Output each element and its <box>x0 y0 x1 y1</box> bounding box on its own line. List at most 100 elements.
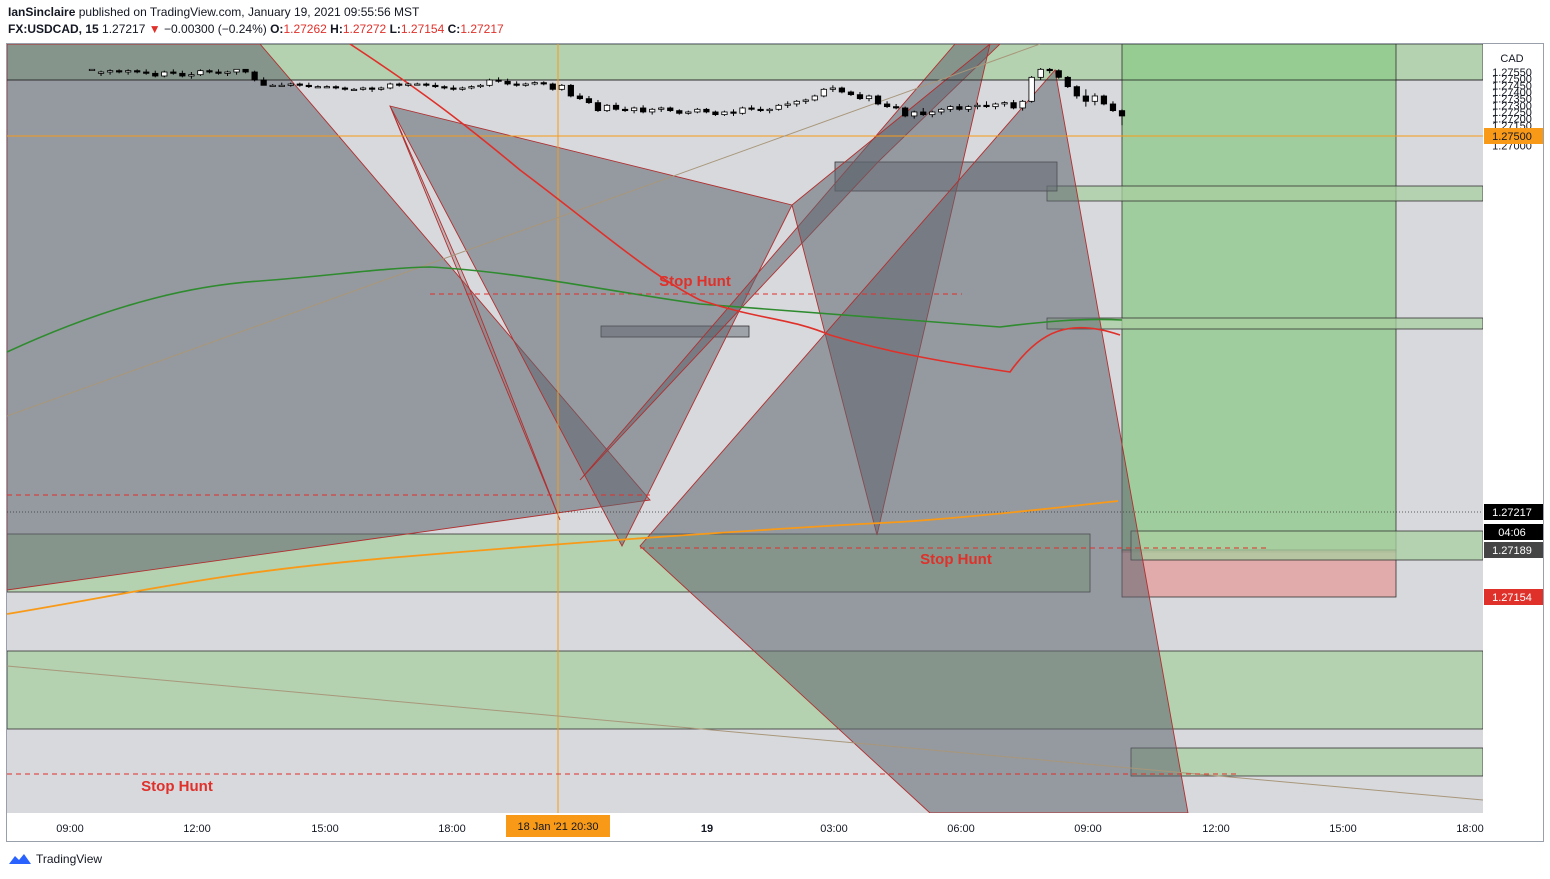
candle[interactable] <box>1091 93 1099 106</box>
candle[interactable] <box>929 110 936 118</box>
candle[interactable] <box>883 101 891 108</box>
candle[interactable] <box>1028 75 1035 103</box>
candle[interactable] <box>694 107 701 114</box>
candle[interactable] <box>115 69 123 74</box>
footer-brand[interactable]: TradingView <box>36 852 103 866</box>
candle[interactable] <box>414 82 421 86</box>
candle[interactable] <box>323 85 331 89</box>
candle[interactable] <box>170 69 177 75</box>
candle[interactable] <box>938 107 945 115</box>
candle[interactable] <box>215 69 222 75</box>
candle[interactable] <box>477 83 484 88</box>
candle[interactable] <box>341 86 349 91</box>
candle[interactable] <box>558 83 565 91</box>
candle[interactable] <box>1037 68 1044 80</box>
candle[interactable] <box>97 70 105 76</box>
candle[interactable] <box>450 85 457 91</box>
candle[interactable] <box>567 83 574 98</box>
candle[interactable] <box>368 86 376 92</box>
candle[interactable] <box>911 110 918 119</box>
candle[interactable] <box>305 82 312 88</box>
candle[interactable] <box>1100 94 1108 106</box>
candle[interactable] <box>1055 69 1062 79</box>
candle[interactable] <box>811 94 818 102</box>
candle[interactable] <box>359 86 367 91</box>
candle[interactable] <box>658 106 665 112</box>
candle[interactable] <box>468 85 475 90</box>
candle[interactable] <box>893 103 900 110</box>
candle[interactable] <box>1082 89 1089 107</box>
candle[interactable] <box>956 103 963 111</box>
candle[interactable] <box>974 102 981 110</box>
candle[interactable] <box>983 101 990 108</box>
candle[interactable] <box>251 70 258 82</box>
candle[interactable] <box>486 78 493 87</box>
candle[interactable] <box>106 69 114 75</box>
candle[interactable] <box>874 94 882 106</box>
candle[interactable] <box>766 107 773 114</box>
candle[interactable] <box>423 82 430 87</box>
candle[interactable] <box>549 82 556 91</box>
candle[interactable] <box>784 101 791 108</box>
candle[interactable] <box>441 85 448 90</box>
candle[interactable] <box>152 70 159 78</box>
candle[interactable] <box>730 109 737 116</box>
candle[interactable] <box>585 95 593 104</box>
candle[interactable] <box>847 90 855 96</box>
time-axis[interactable] <box>7 814 1483 841</box>
candle[interactable] <box>757 106 764 112</box>
candle[interactable] <box>540 81 547 86</box>
candle[interactable] <box>161 70 168 78</box>
candle[interactable] <box>992 102 999 110</box>
candle[interactable] <box>1118 109 1126 126</box>
candle[interactable] <box>206 69 213 74</box>
candle[interactable] <box>314 85 321 89</box>
candle[interactable] <box>739 106 746 115</box>
candle[interactable] <box>378 86 385 91</box>
candle[interactable] <box>1064 75 1071 88</box>
candle[interactable] <box>802 98 809 104</box>
candle[interactable] <box>685 110 692 115</box>
candle[interactable] <box>432 82 439 88</box>
candle[interactable] <box>1109 101 1117 112</box>
candle[interactable] <box>269 83 276 87</box>
candle[interactable] <box>495 77 502 83</box>
candle[interactable] <box>902 106 909 118</box>
candle[interactable] <box>621 106 629 112</box>
candle[interactable] <box>332 85 340 90</box>
tradingview-logo-icon[interactable] <box>8 852 32 866</box>
candle[interactable] <box>1073 85 1080 99</box>
candle[interactable] <box>920 107 927 116</box>
candle[interactable] <box>350 87 358 91</box>
candle[interactable] <box>612 102 620 111</box>
candle[interactable] <box>1019 99 1026 111</box>
candle[interactable] <box>630 106 638 114</box>
symbol-label[interactable]: FX:USDCAD, 15 <box>8 22 99 36</box>
candle[interactable] <box>513 81 520 87</box>
candle[interactable] <box>387 82 394 90</box>
candle[interactable] <box>405 82 412 87</box>
candle[interactable] <box>965 105 972 112</box>
candle[interactable] <box>640 105 647 114</box>
candle[interactable] <box>242 68 249 74</box>
candle[interactable] <box>603 103 611 112</box>
candle[interactable] <box>125 69 132 75</box>
candle[interactable] <box>188 72 195 79</box>
candle[interactable] <box>459 86 466 91</box>
candle[interactable] <box>829 85 836 92</box>
candle[interactable] <box>278 82 285 87</box>
candle[interactable] <box>143 69 150 75</box>
candle[interactable] <box>179 70 186 78</box>
candle[interactable] <box>820 87 827 98</box>
candle[interactable] <box>224 70 231 76</box>
candle[interactable] <box>396 82 403 87</box>
candle[interactable] <box>576 93 584 100</box>
candle[interactable] <box>793 99 800 107</box>
candle[interactable] <box>775 103 782 111</box>
candle[interactable] <box>721 110 728 116</box>
candle[interactable] <box>88 68 96 71</box>
candle[interactable] <box>504 78 511 86</box>
candle[interactable] <box>594 99 602 112</box>
candle[interactable] <box>667 106 674 112</box>
